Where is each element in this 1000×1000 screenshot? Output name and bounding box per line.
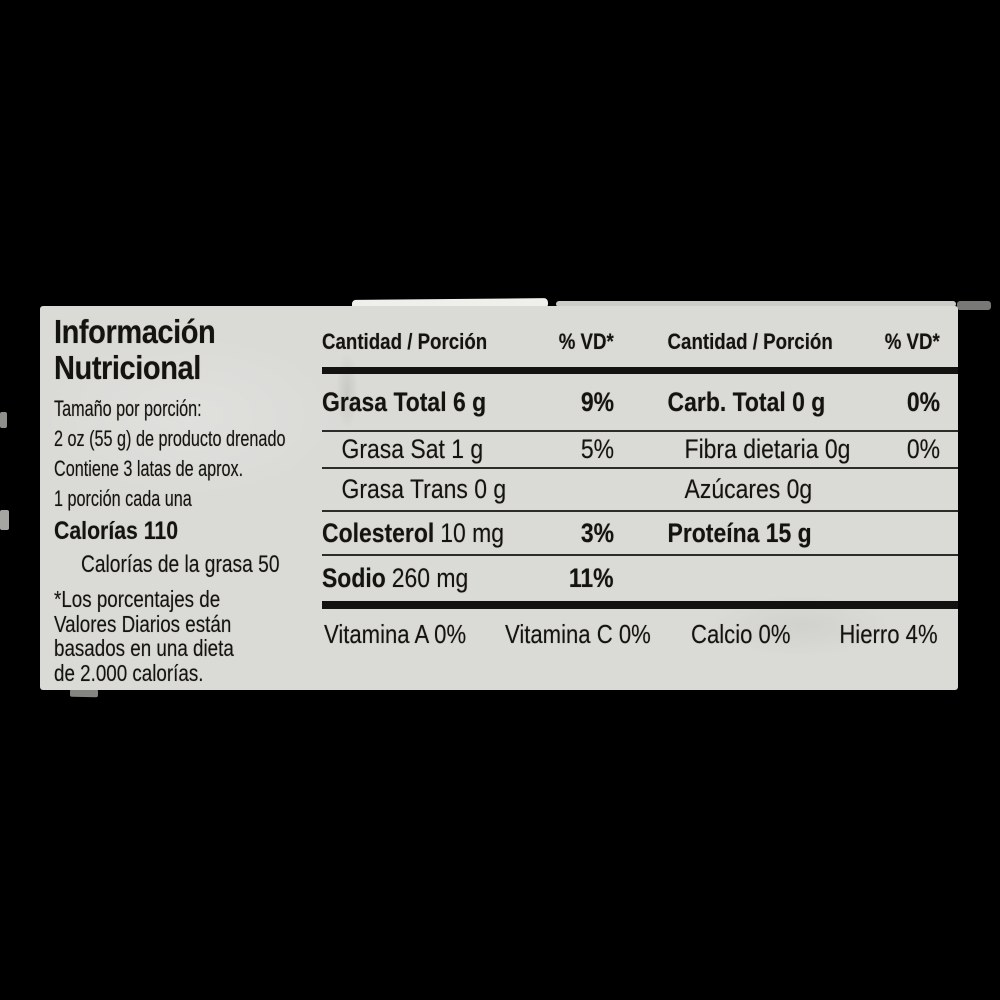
- cell-grasa-total: Grasa Total 6 g 9%: [322, 386, 614, 417]
- serving-size-label: Tamaño por porción:: [54, 396, 202, 421]
- cell-proteina: Proteína 15 g: [667, 517, 812, 548]
- header-right: Cantidad / Porción % VD*: [665, 329, 958, 355]
- calories-line: Calorías 110: [54, 517, 179, 545]
- dv-sodio: 11%: [569, 563, 614, 593]
- footnote-line-4: de 2.000 calorías.: [54, 659, 204, 686]
- calcium-value: Calcio 0%: [691, 618, 791, 649]
- serving-size-value: 2 oz (55 g) de producto drenado: [54, 426, 286, 451]
- footnote-line-3: basados en una dieta: [54, 635, 234, 661]
- servings-per-container-line2: 1 porción cada una: [54, 486, 192, 511]
- cell-fibra-dietaria: Fibra dietaria 0g 0%: [684, 434, 940, 464]
- scan-glare-artifact: [957, 301, 991, 310]
- label-title: Información Nutricional: [54, 314, 330, 386]
- iron-value: Hierro 4%: [839, 618, 938, 649]
- thick-rule-top: [322, 367, 958, 374]
- dv-fibra-dietaria: 0%: [906, 434, 940, 464]
- vitamins-row: Vitamina A 0% Vitamina C 0% Calcio 0% Hi…: [322, 609, 958, 659]
- cell-colesterol: Colesterol 10 mg 3%: [322, 517, 614, 548]
- footnote-line-1: *Los porcentajes de: [54, 586, 221, 612]
- scan-speck-artifact: [0, 412, 7, 428]
- table-row-sodium: Sodio 260 mg 11%: [322, 556, 958, 601]
- col-header-dv-right: % VD*: [884, 329, 940, 354]
- table-row-total-fat-carb: Grasa Total 6 g 9% Carb. Total 0 g 0%: [322, 374, 958, 432]
- vitamin-c-value: Vitamina C 0%: [505, 618, 652, 649]
- header-left: Cantidad / Porción % VD*: [322, 329, 618, 355]
- vitamin-a-value: Vitamina A 0%: [324, 618, 467, 649]
- serving-info: Tamaño por porción: 2 oz (55 g) de produ…: [54, 394, 330, 514]
- scan-speck-artifact: [0, 510, 9, 530]
- title-line-2: Nutricional: [54, 349, 201, 386]
- label-left-column: Información Nutricional Tamaño por porci…: [54, 314, 330, 685]
- nutrient-table: Cantidad / Porción % VD* Cantidad / Porc…: [322, 317, 958, 659]
- cell-sodio: Sodio 260 mg 11%: [322, 563, 614, 593]
- dv-grasa-total: 9%: [580, 386, 614, 417]
- daily-value-footnote: *Los porcentajes de Valores Diarios está…: [54, 587, 330, 685]
- col-header-amount-right: Cantidad / Porción: [667, 329, 833, 354]
- table-row-cholesterol-protein: Colesterol 10 mg 3% Proteína 15 g: [322, 512, 958, 556]
- footnote-line-2: Valores Diarios están: [54, 610, 232, 637]
- calories-from-fat-line: Calorías de la grasa 50: [81, 551, 280, 578]
- cell-grasa-trans: Grasa Trans 0 g: [341, 474, 507, 504]
- col-header-dv-left: % VD*: [558, 329, 614, 354]
- cell-grasa-sat: Grasa Sat 1 g 5%: [341, 434, 614, 464]
- cell-azucares: Azúcares 0g: [684, 474, 813, 504]
- nutrition-label: Información Nutricional Tamaño por porci…: [40, 306, 958, 690]
- col-header-amount-left: Cantidad / Porción: [322, 329, 488, 354]
- table-row-transfat-sugars: Grasa Trans 0 g Azúcares 0g: [322, 469, 958, 512]
- cell-carb-total: Carb. Total 0 g 0%: [667, 386, 940, 417]
- table-header-row: Cantidad / Porción % VD* Cantidad / Porc…: [322, 317, 958, 367]
- title-line-1: Información: [54, 313, 216, 350]
- table-row-satfat-fiber: Grasa Sat 1 g 5% Fibra dietaria 0g 0%: [322, 432, 958, 469]
- scan-speck-artifact: [69, 688, 99, 698]
- dv-carb-total: 0%: [906, 386, 940, 417]
- thick-rule-bottom: [322, 601, 958, 609]
- dv-grasa-sat: 5%: [580, 434, 614, 464]
- servings-per-container-line1: Contiene 3 latas de aprox.: [54, 456, 244, 481]
- scan-glare-artifact: [556, 301, 956, 307]
- dv-colesterol: 3%: [580, 517, 614, 548]
